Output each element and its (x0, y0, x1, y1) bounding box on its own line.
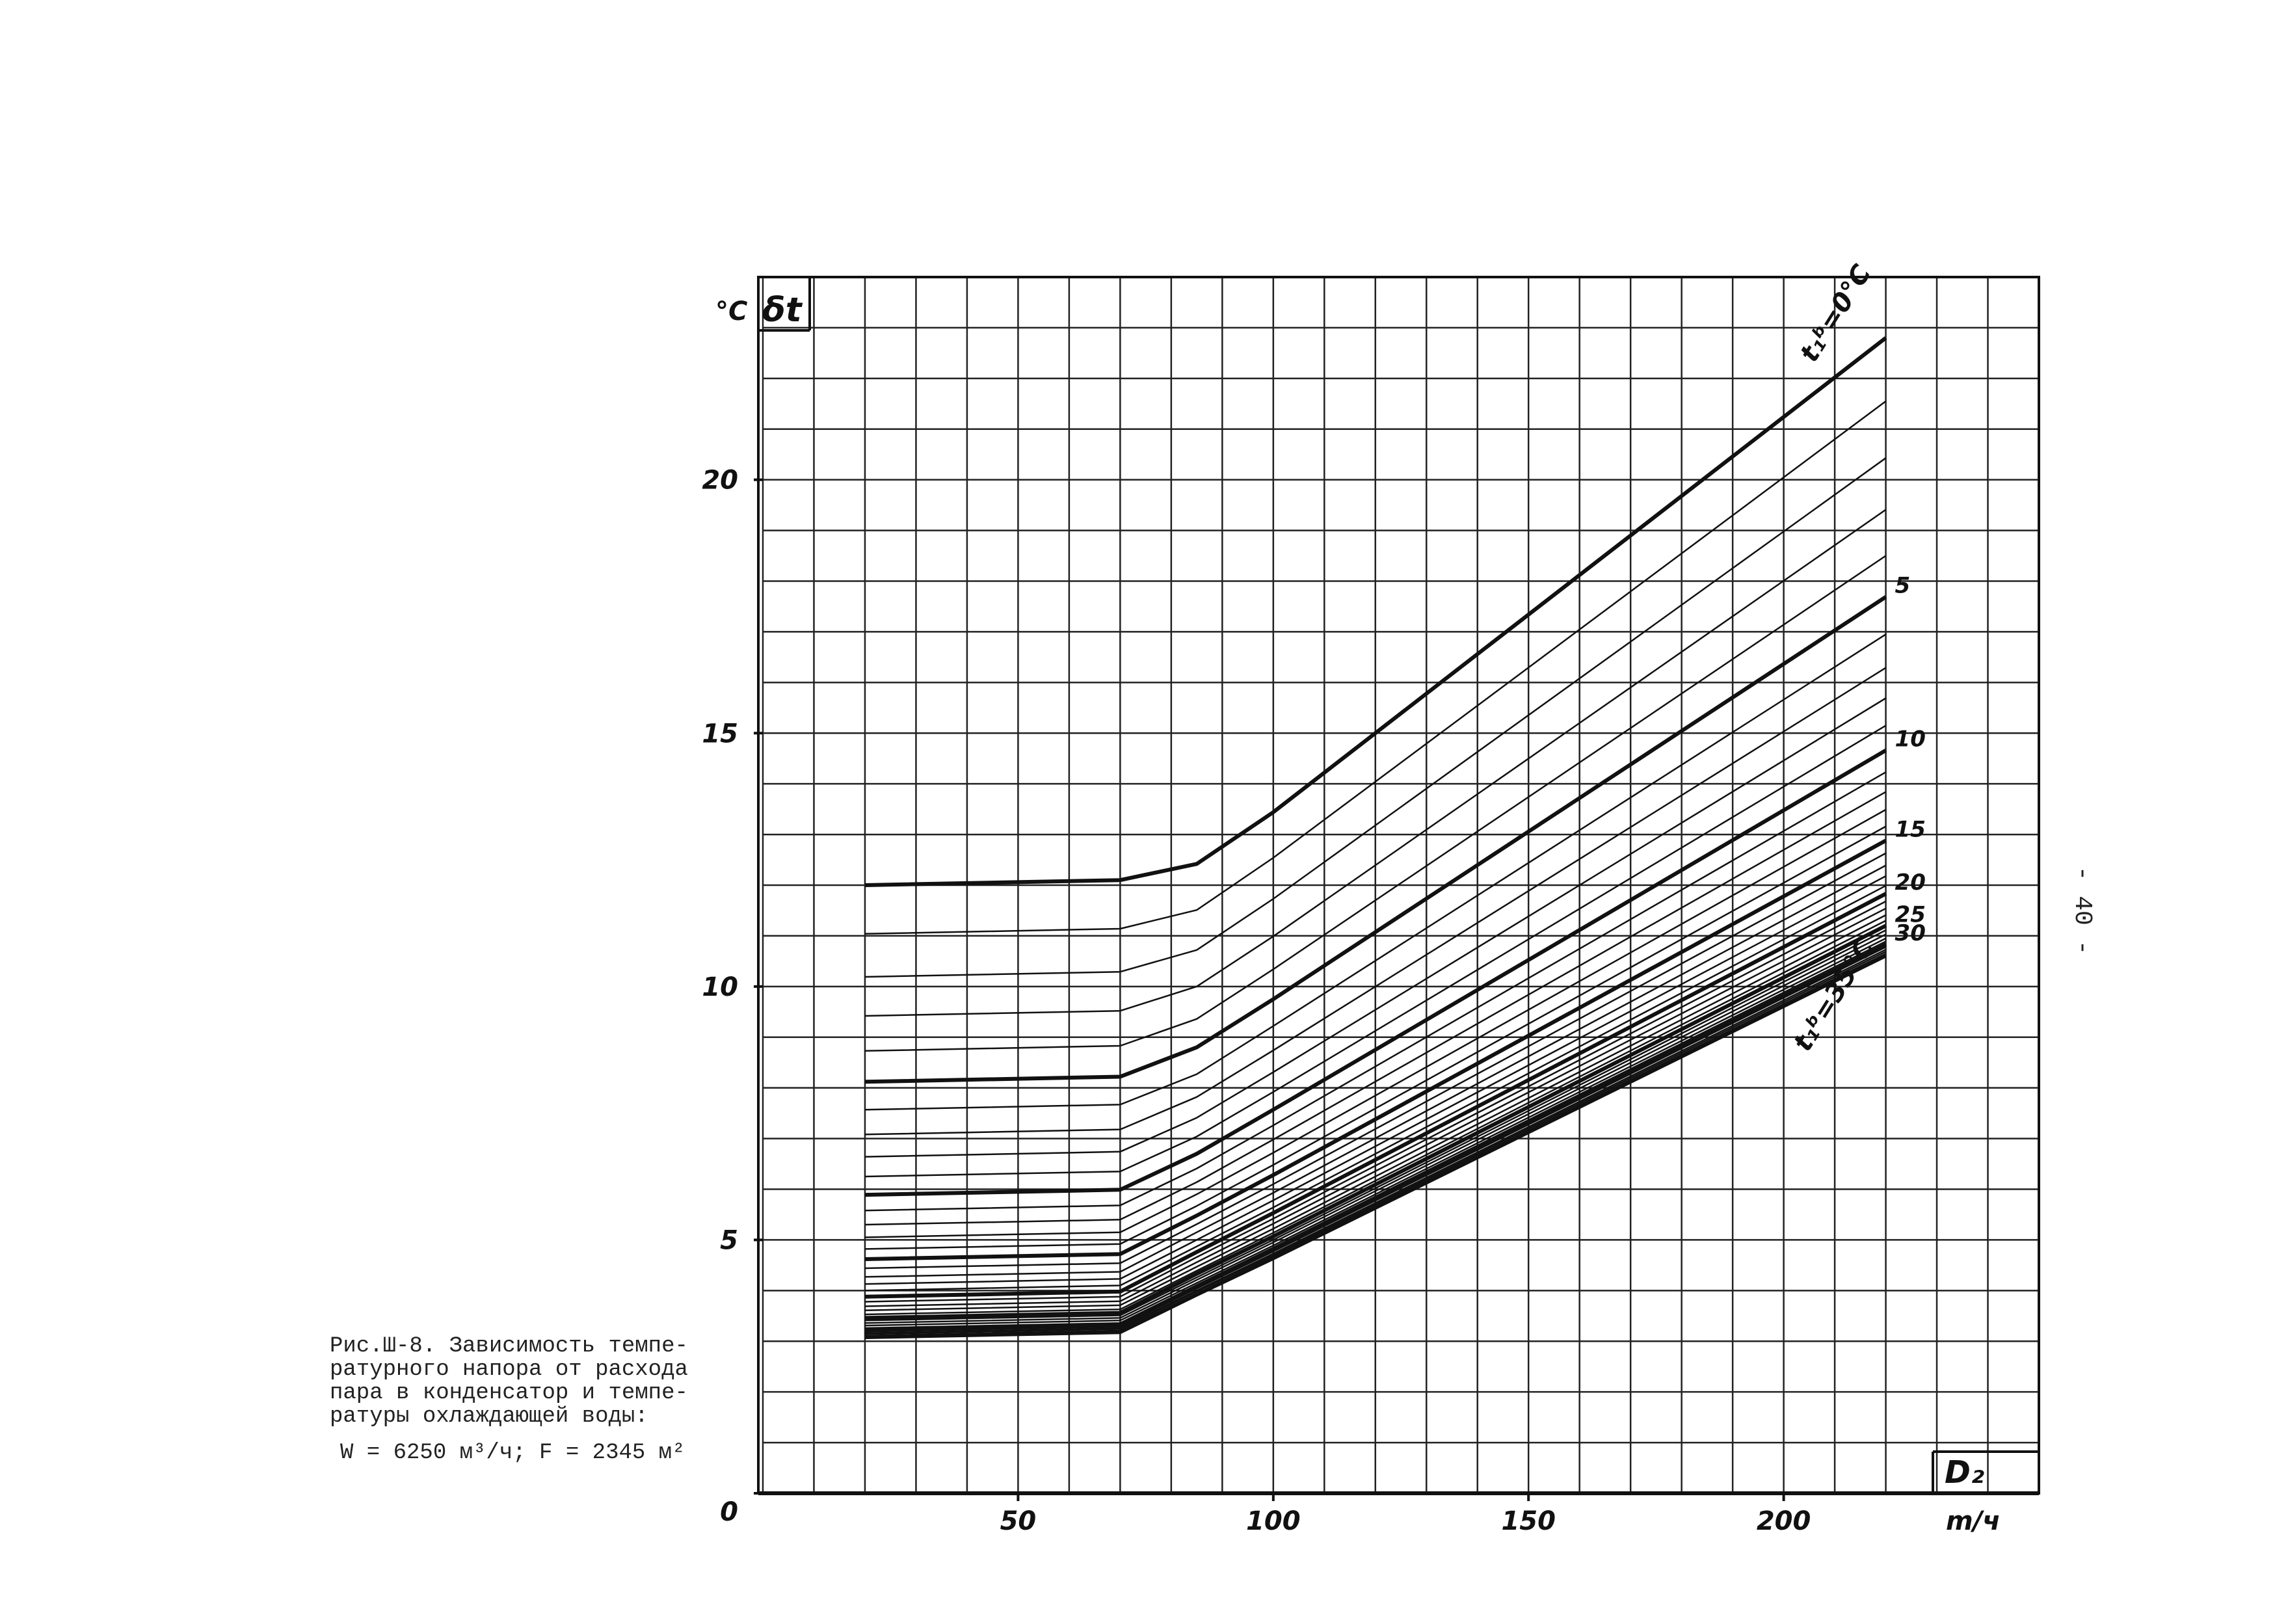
y-label: δt (762, 291, 803, 330)
curve (864, 933, 1887, 1324)
curve (864, 914, 1887, 1311)
caption-line: ратурного напора от расхода (330, 1357, 688, 1382)
x-label: D₂ (1945, 1454, 1984, 1491)
curve (864, 697, 1887, 1158)
curve (864, 852, 1887, 1270)
y-unit: °C (715, 297, 747, 326)
caption-line: ратуры охлаждающей воды: (330, 1404, 648, 1429)
series-label: 20 (1895, 870, 1926, 896)
curve (864, 907, 1887, 1307)
page-number: - 40 - (2068, 866, 2096, 955)
x-tick-label: 100 (1246, 1506, 1301, 1536)
curve (864, 838, 1887, 1261)
x-tick-label: 200 (1757, 1506, 1811, 1536)
x-unit: m/ч (1946, 1506, 2001, 1536)
y-tick-label: 20 (702, 466, 738, 496)
curve (864, 924, 1887, 1320)
curve (864, 555, 1887, 1052)
x-tick-label: 50 (1000, 1506, 1037, 1536)
series-label: 5 (1895, 573, 1911, 599)
curve (864, 808, 1887, 1238)
curve (864, 400, 1887, 935)
series-label: 25 (1895, 901, 1926, 927)
curve (864, 725, 1887, 1178)
curve (864, 942, 1887, 1332)
curve (864, 825, 1887, 1250)
y-tick-label: 5 (720, 1225, 738, 1255)
curve (864, 457, 1887, 978)
curve (864, 950, 1887, 1335)
curve (864, 864, 1887, 1278)
series-label: 15 (1895, 816, 1926, 842)
y-tick-label: 0 (720, 1497, 738, 1527)
curve (864, 771, 1887, 1212)
y-tick-label: 10 (702, 972, 738, 1002)
caption: Рис.Ш-8. Зависимость темпе-ратурного нап… (330, 1334, 688, 1465)
caption-line: Рис.Ш-8. Зависимость темпе- (330, 1334, 688, 1359)
curve (864, 749, 1887, 1197)
series-label: 30 (1895, 920, 1926, 946)
curve (864, 875, 1887, 1285)
curve (864, 948, 1887, 1335)
curve (864, 633, 1887, 1111)
curve (864, 937, 1887, 1327)
curve (864, 892, 1887, 1299)
curve (864, 595, 1887, 1084)
curve (864, 946, 1887, 1333)
curve (864, 336, 1887, 887)
curve (864, 900, 1887, 1303)
caption-line: пара в конденсатор и темпе- (330, 1381, 688, 1405)
curve (864, 667, 1887, 1136)
curve (864, 920, 1887, 1316)
curve (864, 929, 1887, 1322)
curve (864, 885, 1887, 1292)
y-tick-label: 15 (702, 719, 738, 749)
series-label: 10 (1895, 726, 1926, 752)
x-tick-label: 150 (1501, 1506, 1556, 1536)
curve (864, 953, 1887, 1339)
curve (864, 509, 1887, 1017)
caption-line: W = 6250 м³/ч; F = 2345 м² (340, 1441, 685, 1465)
curve (864, 791, 1887, 1226)
